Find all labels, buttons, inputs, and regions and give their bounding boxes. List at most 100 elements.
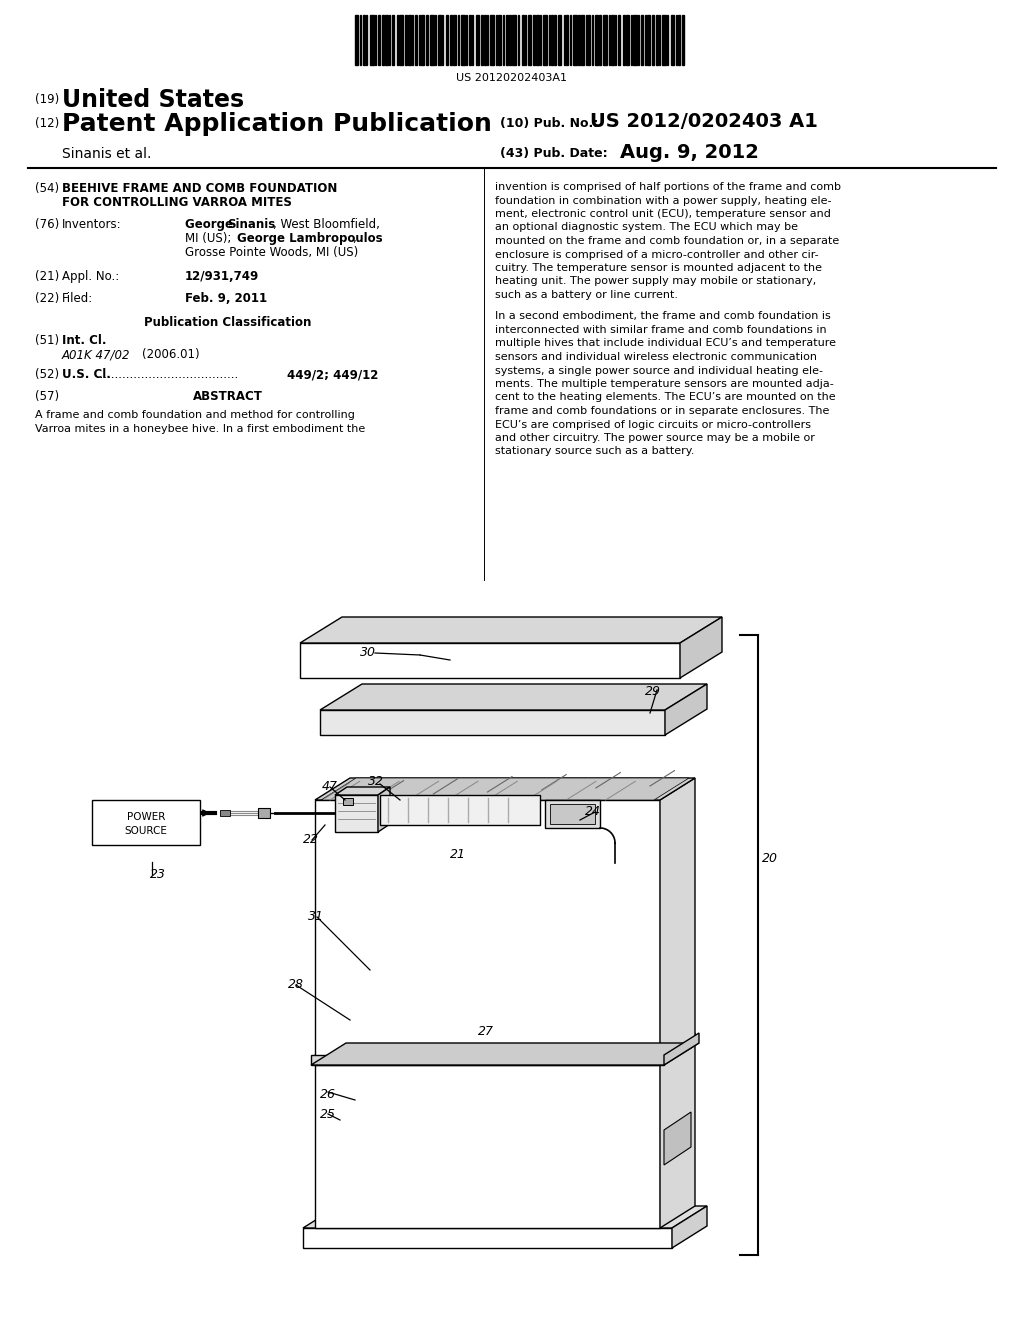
Text: interconnected with similar frame and comb foundations in: interconnected with similar frame and co… [495,325,826,335]
Bar [370,15,374,65]
Bar [415,15,417,65]
Text: (22): (22) [35,292,59,305]
Text: Feb. 9, 2011: Feb. 9, 2011 [185,292,267,305]
Text: A frame and comb foundation and method for controlling: A frame and comb foundation and method f… [35,411,355,420]
Text: 30: 30 [360,645,376,659]
Polygon shape [680,616,722,678]
Text: 12/931,749: 12/931,749 [185,271,259,282]
Text: (76): (76) [35,218,59,231]
Bar [498,15,501,65]
Bar [446,15,449,65]
Text: (10) Pub. No.:: (10) Pub. No.: [500,117,598,129]
Text: (12): (12) [35,117,59,129]
Polygon shape [300,643,680,678]
Bar [528,15,531,65]
Text: FOR CONTROLLING VARROA MITES: FOR CONTROLLING VARROA MITES [62,195,292,209]
Bar [408,15,411,65]
Text: mounted on the frame and comb foundation or, in a separate: mounted on the frame and comb foundation… [495,236,840,246]
Text: ECU’s are comprised of logic circuits or micro-controllers: ECU’s are comprised of logic circuits or… [495,420,811,429]
Bar [476,15,479,65]
Bar [382,15,384,65]
Polygon shape [335,795,378,832]
Bar [355,15,358,65]
Text: 25: 25 [319,1107,336,1121]
Text: Appl. No.:: Appl. No.: [62,271,119,282]
Text: US 2012/0202403 A1: US 2012/0202403 A1 [590,112,818,131]
Bar [595,15,598,65]
Bar [558,15,561,65]
Text: ,: , [352,232,355,246]
Text: 29: 29 [645,685,662,698]
Bar [362,15,365,65]
Polygon shape [315,1034,695,1055]
Bar [551,15,553,65]
Bar [611,15,614,65]
Text: (54): (54) [35,182,59,195]
Polygon shape [315,800,660,1065]
Bar [618,15,620,65]
Bar [461,15,465,65]
Bar [652,15,654,65]
Polygon shape [660,1034,695,1228]
Text: , West Bloomfield,: , West Bloomfield, [273,218,380,231]
Bar [599,15,601,65]
Text: cuitry. The temperature sensor is mounted adjacent to the: cuitry. The temperature sensor is mounte… [495,263,822,273]
Text: 22: 22 [303,833,319,846]
Bar [626,15,629,65]
Polygon shape [665,684,707,735]
Bar [438,15,441,65]
Text: stationary source such as a battery.: stationary source such as a battery. [495,446,694,457]
Text: Publication Classification: Publication Classification [144,315,311,329]
Bar [536,15,539,65]
Bar [671,15,674,65]
Text: MI (US);: MI (US); [185,232,236,246]
Text: 28: 28 [288,978,304,991]
Bar [392,15,394,65]
Text: (2006.01): (2006.01) [142,348,200,360]
Bar [506,15,508,65]
Polygon shape [664,1034,699,1065]
Text: Int. Cl.: Int. Cl. [62,334,106,347]
Text: Sinanis: Sinanis [227,218,275,231]
Text: enclosure is comprised of a micro-controller and other cir-: enclosure is comprised of a micro-contro… [495,249,818,260]
Bar [534,15,535,65]
Bar [484,15,486,65]
Polygon shape [258,808,270,818]
Text: (19): (19) [35,92,59,106]
Text: 27: 27 [478,1026,494,1038]
Polygon shape [315,1055,660,1228]
Polygon shape [378,787,390,832]
Bar [490,15,494,65]
Text: systems, a single power source and individual heating ele-: systems, a single power source and indiv… [495,366,823,375]
Polygon shape [303,1228,672,1247]
Bar [543,15,547,65]
Text: (52): (52) [35,368,59,381]
Text: United States: United States [62,88,244,112]
Polygon shape [545,800,600,828]
Text: frame and comb foundations or in separate enclosures. The: frame and comb foundations or in separat… [495,407,829,416]
Text: 20: 20 [762,851,778,865]
Text: George: George [185,218,238,231]
Text: cent to the heating elements. The ECU’s are mounted on the: cent to the heating elements. The ECU’s … [495,392,836,403]
Bar [656,15,658,65]
Bar [481,15,483,65]
Text: 449/2; 449/12: 449/2; 449/12 [287,368,379,381]
Text: Varroa mites in a honeybee hive. In a first embodiment the: Varroa mites in a honeybee hive. In a fi… [35,424,366,434]
Text: and other circuitry. The power source may be a mobile or: and other circuitry. The power source ma… [495,433,815,444]
Bar [566,15,568,65]
Polygon shape [335,787,390,795]
Text: (51): (51) [35,334,59,347]
Text: such as a battery or line current.: such as a battery or line current. [495,290,678,300]
Polygon shape [321,777,689,800]
Bar [430,15,434,65]
Bar [554,15,556,65]
Polygon shape [343,799,353,805]
Text: an optional diagnostic system. The ECU which may be: an optional diagnostic system. The ECU w… [495,223,798,232]
Bar [647,15,650,65]
Bar [378,15,380,65]
Bar [623,15,625,65]
Bar [581,15,584,65]
Polygon shape [319,684,707,710]
Polygon shape [311,1043,699,1065]
Polygon shape [220,810,230,816]
